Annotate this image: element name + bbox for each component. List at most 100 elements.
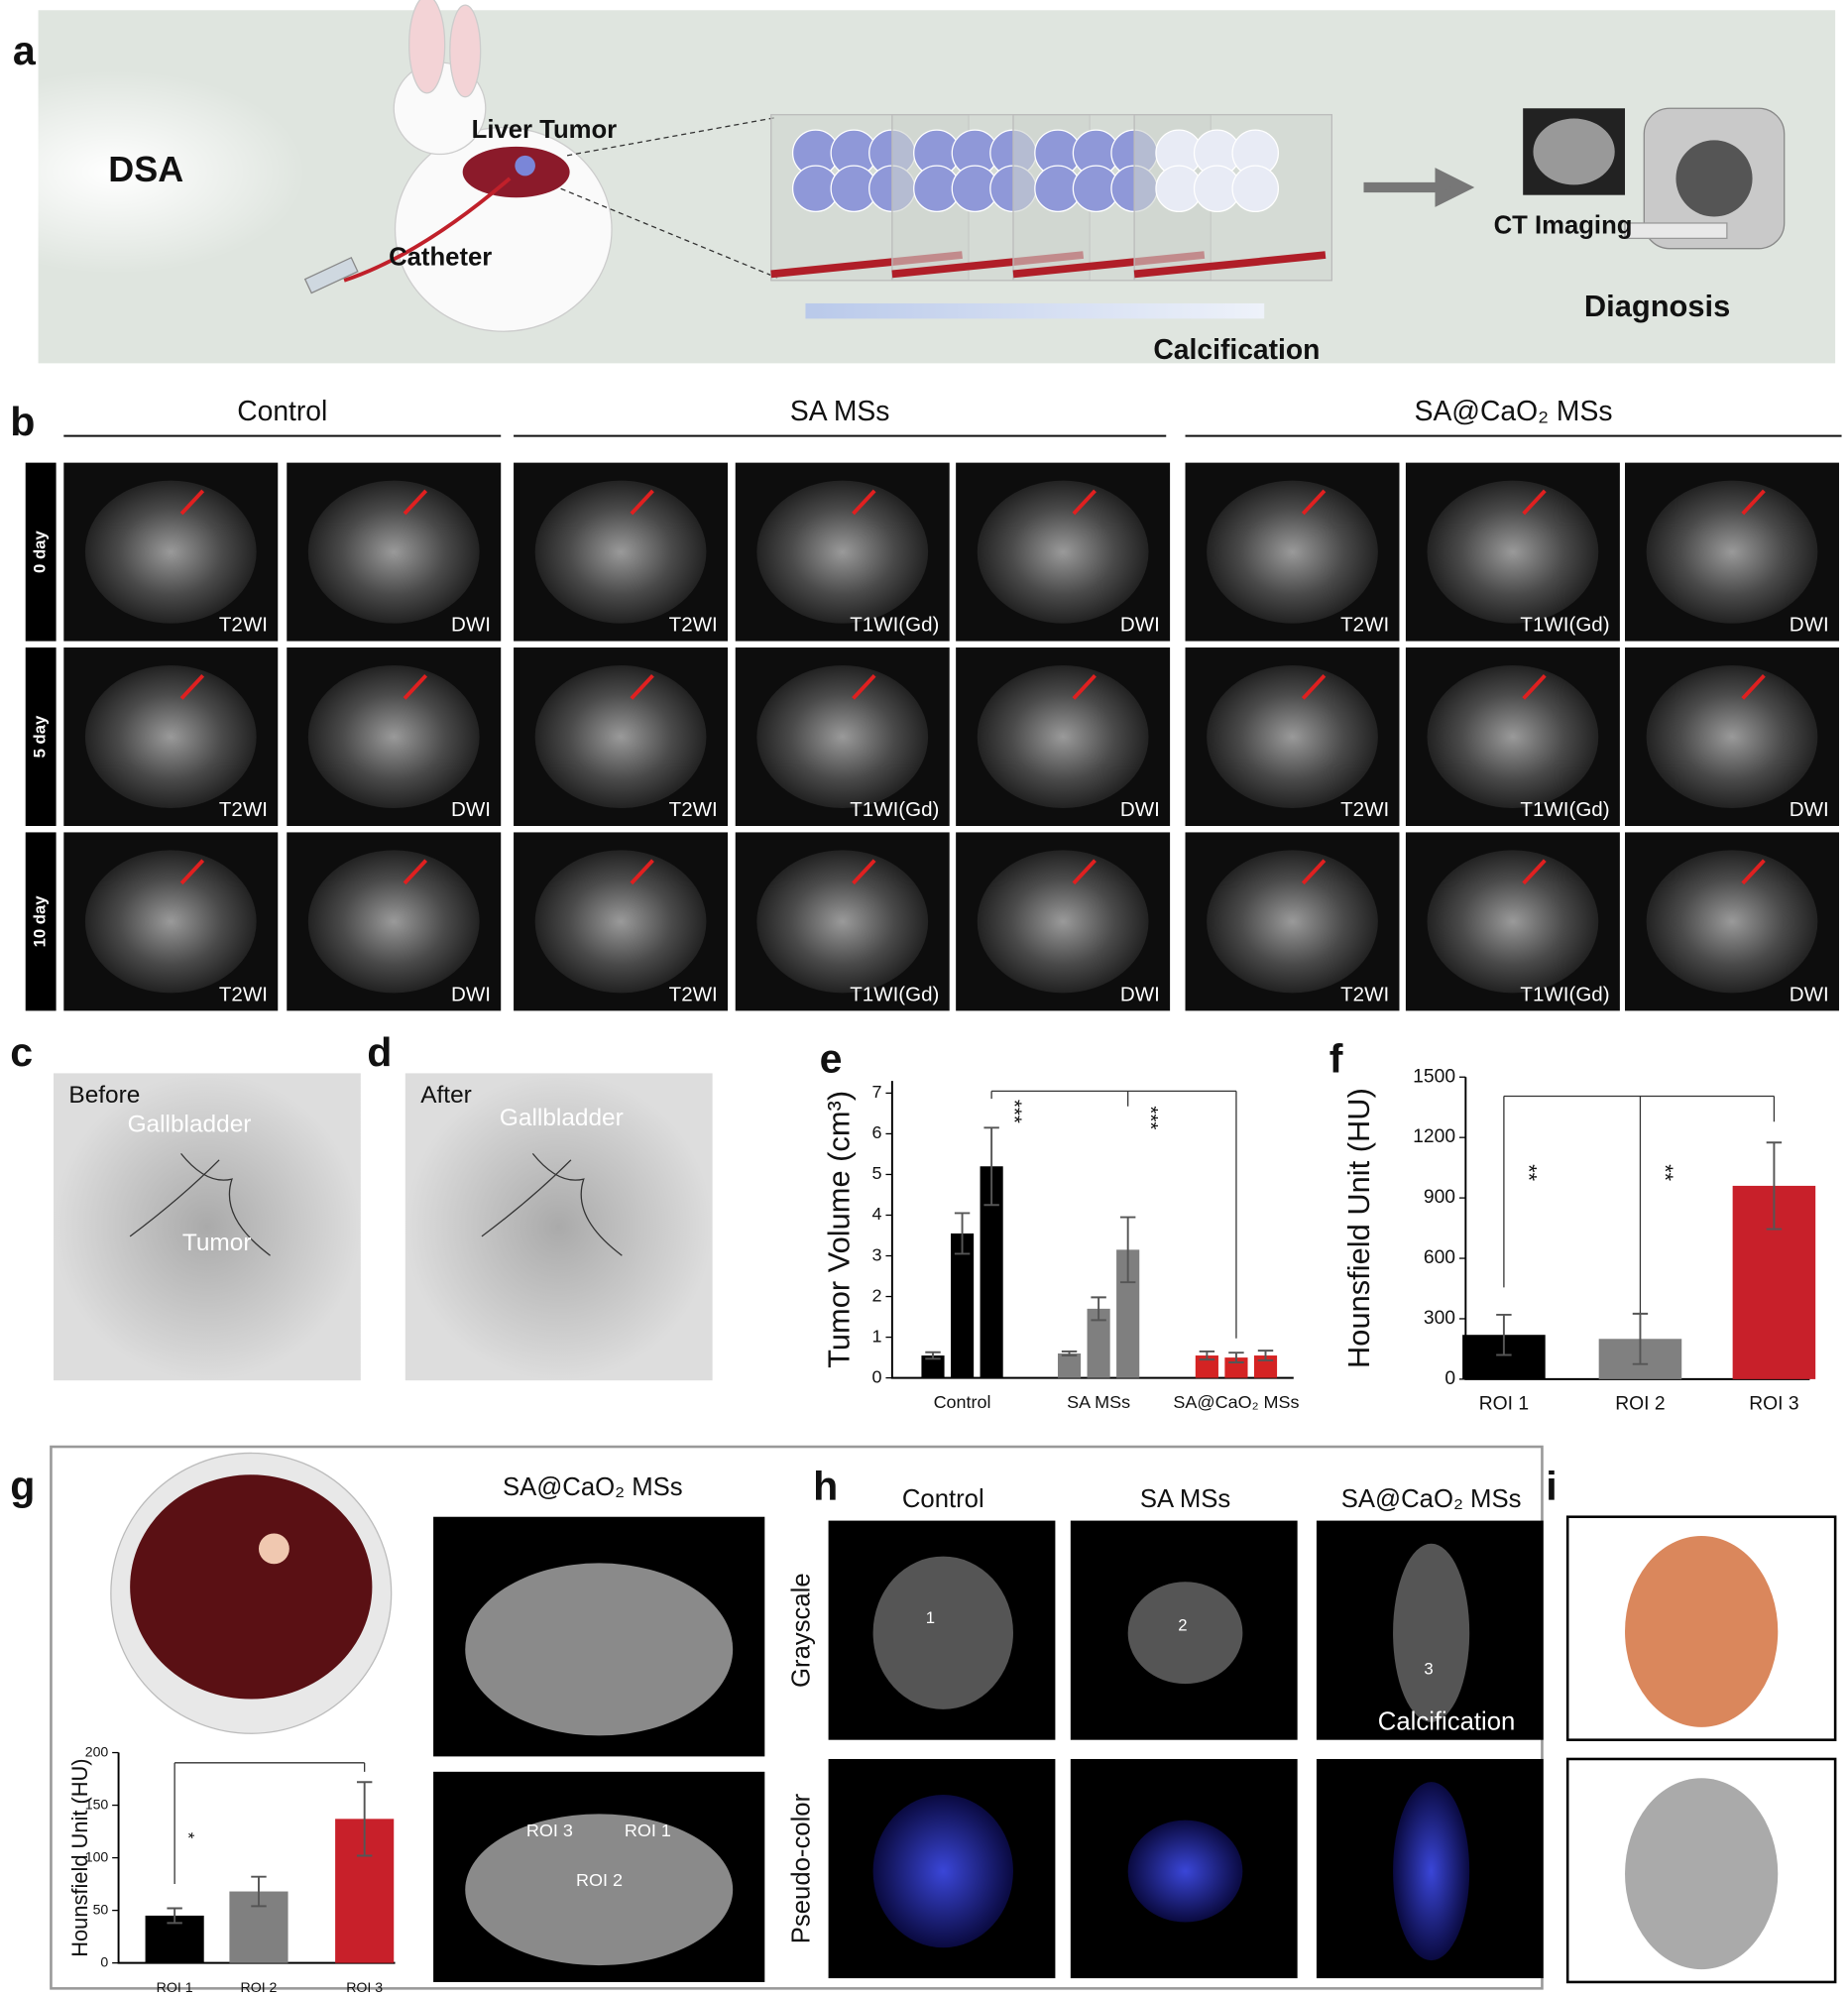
y-axis-label: Hounsfield Unit (HU) xyxy=(1341,1088,1376,1368)
panel-letter: b xyxy=(10,399,35,444)
tumor-specimen xyxy=(258,1533,289,1565)
roi-label: ROI 3 xyxy=(526,1821,573,1840)
y-tick-label: 50 xyxy=(93,1901,109,1917)
tumor-arrow xyxy=(1301,673,1327,700)
x-tick-label: ROI 2 xyxy=(241,1979,278,1995)
calcification-arrow xyxy=(805,302,1265,319)
timepoint-bar xyxy=(25,832,57,1011)
bar xyxy=(1087,1308,1110,1378)
image-tag: After xyxy=(420,1082,472,1109)
mri-slice xyxy=(1427,850,1599,994)
y-tick-label: 3 xyxy=(872,1244,882,1264)
modality-label: T1WI(Gd) xyxy=(1520,798,1609,821)
group-title: Control xyxy=(237,395,327,426)
x-tick-label: ROI 1 xyxy=(1479,1394,1529,1415)
error-bar xyxy=(983,1126,999,1207)
anatomy-label: Tumor xyxy=(182,1230,252,1256)
x-tick-label: ROI 2 xyxy=(1615,1394,1665,1415)
tumor-region xyxy=(872,1794,1013,1948)
y-tick-label: 4 xyxy=(872,1204,882,1224)
mri-slice xyxy=(534,480,707,624)
tumor xyxy=(515,155,535,176)
modality-label: T2WI xyxy=(669,798,718,821)
modality-label: T1WI(Gd) xyxy=(1520,614,1609,637)
y-axis-label: Tumor Volume (cm³) xyxy=(822,1091,857,1368)
roi-number: 3 xyxy=(1424,1659,1433,1678)
modality-label: T1WI(Gd) xyxy=(850,983,939,1005)
catheter-label: Catheter xyxy=(389,244,492,272)
mri-slice xyxy=(1427,480,1599,624)
tumor-arrow xyxy=(1522,673,1547,700)
tumor-arrow xyxy=(403,859,428,885)
modality-label: DWI xyxy=(451,983,491,1005)
error-bar xyxy=(1228,1352,1244,1363)
tumor-arrow xyxy=(852,673,876,700)
tumor-arrow xyxy=(1301,859,1327,885)
modality-label: T2WI xyxy=(669,614,718,637)
mri-slice xyxy=(84,665,257,808)
tumor-arrow xyxy=(1522,489,1547,516)
tumor-arrow xyxy=(1072,859,1097,885)
error-bar xyxy=(356,1781,373,1857)
modality-label: T2WI xyxy=(219,983,268,1005)
error-bar xyxy=(1766,1141,1783,1231)
group-title: SA@CaO₂ MSs xyxy=(1415,395,1613,426)
panel-letter: h xyxy=(813,1463,838,1508)
roi-number: 1 xyxy=(926,1608,935,1627)
process-arrow xyxy=(1363,168,1475,207)
mri-slice xyxy=(977,850,1149,994)
error-bar xyxy=(954,1212,971,1255)
panel-letter: f xyxy=(1329,1036,1343,1082)
panel-letter: e xyxy=(820,1036,843,1082)
tumor-arrow xyxy=(1741,489,1766,516)
ct-body xyxy=(465,1563,734,1736)
x-tick-label: SA MSs xyxy=(1067,1392,1130,1412)
y-axis-label: Hounsfield Unit (HU) xyxy=(67,1758,92,1956)
microsphere-cluster xyxy=(1231,165,1280,213)
mri-slice xyxy=(1207,480,1378,624)
mri-slice xyxy=(84,850,257,994)
tumor-label: Liver Tumor xyxy=(472,116,618,144)
y-tick-label: 1200 xyxy=(1413,1126,1455,1147)
modality-label: T2WI xyxy=(669,983,718,1005)
mri-slice xyxy=(977,480,1149,624)
error-bar xyxy=(1257,1350,1274,1361)
tumor-region xyxy=(872,1556,1013,1709)
calcification-label: Calcification xyxy=(1153,333,1320,365)
error-bar xyxy=(1091,1296,1106,1322)
significance: ** xyxy=(1516,1164,1541,1182)
image-tag: Before xyxy=(68,1082,140,1109)
x-tick-label: Control xyxy=(934,1392,991,1412)
y-tick-label: 0 xyxy=(100,1953,108,1969)
tumor-arrow xyxy=(852,489,876,516)
y-tick-label: 5 xyxy=(872,1163,882,1183)
column-title: SA@CaO₂ MSs xyxy=(1341,1485,1522,1513)
y-tick-label: 6 xyxy=(872,1122,882,1142)
error-bar xyxy=(1632,1312,1649,1365)
mri-slice xyxy=(307,850,480,994)
angiogram xyxy=(404,1073,713,1381)
tumor-arrow xyxy=(630,673,654,700)
tumor-arrow xyxy=(179,859,205,885)
y-tick-label: 1 xyxy=(872,1326,882,1346)
ct-label: CT Imaging xyxy=(1494,212,1633,240)
tumor-arrow xyxy=(403,673,428,700)
error-bar xyxy=(1496,1313,1512,1356)
significance: *** xyxy=(1003,1100,1026,1123)
y-tick-label: 0 xyxy=(872,1366,882,1386)
error-bar xyxy=(251,1875,267,1908)
significance: *** xyxy=(1139,1106,1162,1129)
tumor-arrow xyxy=(630,859,654,885)
syringe xyxy=(303,256,359,294)
significance-bracket xyxy=(990,1090,1237,1339)
modality-label: DWI xyxy=(1120,983,1160,1005)
mri-slice xyxy=(84,480,257,624)
modality-label: T2WI xyxy=(1340,798,1389,821)
mri-slice xyxy=(1207,850,1378,994)
ct-bed xyxy=(1624,222,1728,240)
vessel xyxy=(1133,251,1327,279)
ct-bore xyxy=(1675,140,1753,217)
x-tick-label: SA@CaO₂ MSs xyxy=(1173,1392,1299,1412)
row-label: Pseudo-color xyxy=(788,1793,816,1943)
mri-slice xyxy=(1646,665,1818,808)
